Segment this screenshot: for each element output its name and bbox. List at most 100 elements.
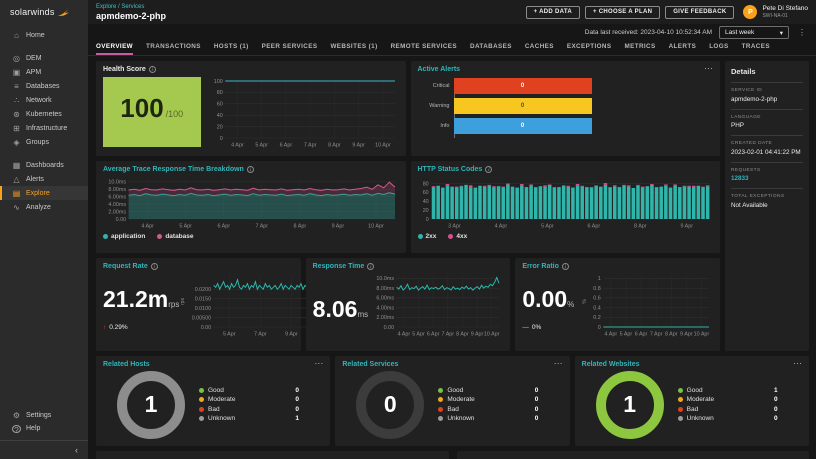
related-services-legend: Good 0 Moderate 0 Bad 0 Unknown 0 — [438, 387, 539, 423]
related-hosts-card: Related Hosts ⋯ 1 Good 0 Moderate 0 Bad 0 U… — [96, 356, 331, 446]
error-ratio-title[interactable]: Error Ratio — [522, 263, 559, 270]
legend-value: 0 — [295, 405, 299, 413]
legend-label[interactable]: 4xx — [456, 233, 468, 240]
request-rate-title[interactable]: Request Rate — [103, 263, 148, 270]
svg-text:6.00ms: 6.00ms — [108, 195, 126, 201]
alert-bar-warning[interactable]: 0 — [453, 98, 592, 114]
tab-traces[interactable]: TRACES — [741, 43, 770, 50]
sidebar-item-home[interactable]: ⌂ Home — [0, 28, 88, 42]
detail-field-label: SERVICE ID — [731, 88, 763, 93]
requests-link[interactable]: 12833 — [731, 175, 749, 182]
tab-logs[interactable]: LOGS — [709, 43, 729, 50]
svg-text:6 Apr: 6 Apr — [427, 332, 440, 338]
svg-text:8.00ms: 8.00ms — [377, 286, 395, 292]
sidebar-item-databases[interactable]: ≡ Databases — [0, 79, 88, 93]
sidebar-item-analyze[interactable]: ∿ Analyze — [0, 200, 88, 214]
sidebar-item-alerts[interactable]: △ Alerts — [0, 172, 88, 186]
info-icon[interactable]: i — [246, 166, 254, 173]
tab-websites[interactable]: WEBSITES (1) — [330, 43, 378, 50]
legend-dot — [438, 387, 444, 393]
trace-breakdown-chart: 0.00 2.00ms 4.00ms 6.00ms 8.00ms 10.0ms 4 Apr 5… — [103, 176, 399, 230]
alert-bar-critical[interactable]: 0 — [453, 78, 592, 94]
alert-bar-info[interactable]: 0 — [453, 118, 592, 134]
legend-label[interactable]: 2xx — [425, 233, 437, 240]
svg-text:8.00ms: 8.00ms — [108, 187, 126, 193]
sidebar-item-dashboards[interactable]: ▦ Dashboards — [0, 158, 88, 172]
solarwinds-logo[interactable]: solarwinds — [0, 0, 88, 24]
tab-exceptions[interactable]: EXCEPTIONS — [566, 43, 612, 50]
legend-label: Unknown — [208, 415, 236, 423]
svg-text:0: 0 — [598, 325, 601, 331]
info-icon[interactable]: i — [561, 263, 569, 270]
active-alerts-title[interactable]: Active Alerts — [417, 66, 461, 73]
trace-breakdown-title[interactable]: Average Trace Response Time Breakdown — [103, 166, 244, 173]
sidebar-item-kubernetes[interactable]: ⊛ Kubernetes — [0, 107, 88, 121]
legend-label[interactable]: application — [111, 233, 146, 240]
tab-metrics[interactable]: METRICS — [624, 43, 656, 50]
info-icon[interactable]: i — [148, 66, 156, 73]
sidebar-item-dem[interactable]: ◎ DEM — [0, 51, 88, 65]
response-time-card: Response Time i 8.06ms 0.00 2.00ms 4.00ms 6… — [305, 258, 511, 351]
details-panel: Details SERVICE ID apmdemo-2-php LANGUAG… — [725, 61, 809, 351]
svg-text:10.0ms: 10.0ms — [377, 276, 395, 282]
more-menu-icon[interactable]: ⋯ — [704, 63, 714, 73]
tab-caches[interactable]: CACHES — [524, 43, 554, 50]
svg-text:80: 80 — [422, 181, 428, 187]
svg-text:2.00ms: 2.00ms — [108, 209, 126, 215]
tab-peer-services[interactable]: PEER SERVICES — [261, 43, 318, 50]
svg-text:0.8: 0.8 — [593, 286, 601, 292]
more-menu-icon[interactable]: ⋯ — [553, 358, 564, 368]
svg-text:6 Apr: 6 Apr — [635, 332, 648, 338]
response-time-value: 8.06ms — [312, 295, 369, 322]
svg-text:7 Apr: 7 Apr — [256, 224, 269, 230]
svg-text:4 Apr: 4 Apr — [231, 143, 244, 149]
tab-overview[interactable]: OVERVIEW — [96, 43, 134, 55]
info-icon[interactable]: i — [485, 166, 493, 173]
svg-text:8 Apr: 8 Apr — [456, 332, 469, 338]
tab-remote-services[interactable]: REMOTE SERVICES — [390, 43, 457, 50]
alert-severity-label: Critical — [432, 83, 450, 89]
dashboards-icon: ▦ — [12, 160, 21, 170]
legend-value: 0 — [534, 405, 539, 413]
info-icon[interactable]: i — [150, 263, 158, 270]
sidebar-item-infrastructure[interactable]: ⊞ Infrastructure — [0, 121, 88, 135]
sidebar-item-settings[interactable]: ⚙ Settings — [0, 408, 88, 422]
related-hosts-title[interactable]: Related Hosts — [103, 361, 150, 368]
sidebar-item-explore[interactable]: ▤ Explore — [0, 186, 88, 200]
svg-text:%: % — [582, 299, 588, 304]
time-range-select[interactable]: Last week ▾ — [719, 26, 789, 39]
main-area: Explore / Services apmdemo-2-php + ADD D… — [88, 0, 816, 459]
active-alerts-card: Active Alerts ⋯ Critical 0 — [410, 61, 720, 156]
svg-text:0: 0 — [425, 217, 428, 223]
give-feedback-button[interactable]: GIVE FEEDBACK — [665, 5, 735, 19]
kebab-menu-icon[interactable]: ⋮ — [798, 28, 806, 37]
info-icon[interactable]: i — [367, 263, 375, 270]
more-menu-icon[interactable]: ⋯ — [314, 358, 325, 368]
user-menu[interactable]: Pete Di Stefano SWI-NA-01 — [762, 5, 808, 19]
tab-alerts[interactable]: ALERTS — [668, 43, 697, 50]
http-status-codes-title[interactable]: HTTP Status Codes — [417, 166, 483, 173]
svg-text:1: 1 — [598, 276, 601, 282]
sidebar-item-help[interactable]: ? Help — [0, 422, 88, 435]
user-avatar[interactable]: P — [743, 5, 758, 19]
breadcrumb[interactable]: Explore / Services — [96, 3, 145, 10]
svg-text:9 Apr: 9 Apr — [471, 332, 484, 338]
sidebar-item-groups[interactable]: ◈ Groups — [0, 135, 88, 149]
related-services-title[interactable]: Related Services — [342, 361, 399, 368]
sidebar-item-apm[interactable]: ▣ APM — [0, 65, 88, 79]
more-menu-icon[interactable]: ⋯ — [792, 358, 803, 368]
related-websites-title[interactable]: Related Websites — [581, 361, 640, 368]
add-data-button[interactable]: + ADD DATA — [525, 5, 580, 19]
choose-plan-button[interactable]: + CHOOSE A PLAN — [584, 5, 661, 19]
sidebar-item-network[interactable]: ∴ Network — [0, 93, 88, 107]
legend-label[interactable]: database — [165, 233, 194, 240]
tab-transactions[interactable]: TRANSACTIONS — [146, 43, 201, 50]
content-area: Health Score i 100 /100 0 20 40 60 80 100 4 Ap… — [88, 56, 816, 459]
response-time-title[interactable]: Response Time — [312, 263, 365, 270]
tab-databases[interactable]: DATABASES — [470, 43, 512, 50]
legend-label: Unknown — [447, 415, 475, 423]
sidebar-collapse-button[interactable]: ‹ — [0, 440, 88, 459]
sidebar-item-label: Network — [26, 96, 52, 104]
tab-hosts[interactable]: HOSTS (1) — [213, 43, 249, 50]
svg-text:10 Apr: 10 Apr — [694, 332, 710, 338]
